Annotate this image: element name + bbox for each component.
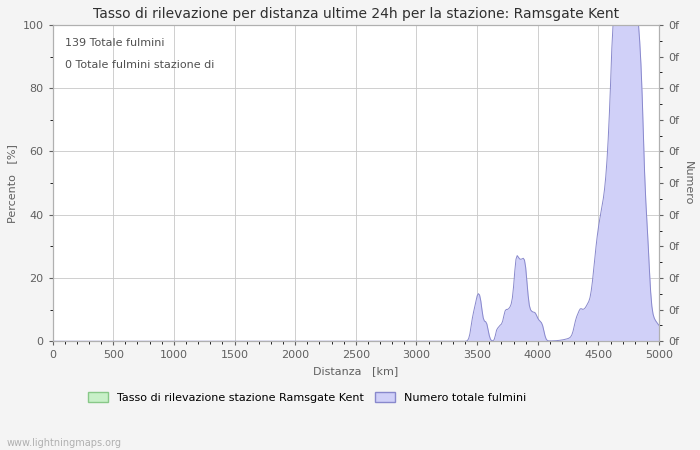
X-axis label: Distanza   [km]: Distanza [km] <box>313 366 398 376</box>
Text: 139 Totale fulmini: 139 Totale fulmini <box>64 37 164 48</box>
Title: Tasso di rilevazione per distanza ultime 24h per la stazione: Ramsgate Kent: Tasso di rilevazione per distanza ultime… <box>93 7 619 21</box>
Text: www.lightningmaps.org: www.lightningmaps.org <box>7 438 122 448</box>
Y-axis label: Percento   [%]: Percento [%] <box>7 144 17 223</box>
Text: 0 Totale fulmini stazione di: 0 Totale fulmini stazione di <box>64 60 214 70</box>
Y-axis label: Numero: Numero <box>683 161 693 205</box>
Legend: Tasso di rilevazione stazione Ramsgate Kent, Numero totale fulmini: Tasso di rilevazione stazione Ramsgate K… <box>84 388 531 408</box>
